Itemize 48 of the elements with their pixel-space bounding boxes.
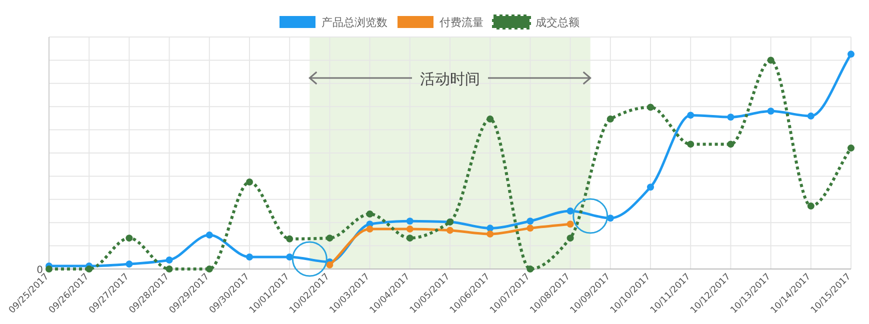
point [848, 144, 854, 152]
point [486, 230, 494, 238]
point [727, 140, 734, 148]
point [687, 112, 694, 119]
point [86, 266, 93, 272]
point [406, 226, 414, 233]
point [486, 224, 494, 232]
point [606, 116, 614, 123]
point [166, 256, 173, 264]
point [526, 218, 534, 225]
point [126, 260, 133, 268]
point [446, 226, 454, 234]
point [46, 266, 52, 272]
point [486, 116, 494, 123]
point [566, 234, 574, 242]
point [166, 266, 173, 272]
legend-label: 付费流量 [440, 16, 484, 29]
point [246, 253, 253, 260]
band-label: 活动时间 [420, 70, 480, 88]
legend-label: 产品总浏览数 [322, 16, 388, 29]
text: 0 [36, 265, 43, 276]
point [727, 114, 734, 121]
legend-label: 成交总额 [536, 16, 580, 29]
point [647, 184, 654, 191]
point [246, 178, 253, 186]
point [566, 208, 574, 214]
point [286, 253, 294, 260]
point [406, 234, 414, 242]
point [807, 202, 814, 210]
point [526, 266, 534, 272]
point [848, 50, 854, 58]
point [126, 234, 133, 242]
point [206, 232, 213, 239]
point [767, 108, 774, 115]
point [326, 261, 334, 268]
point [406, 218, 414, 225]
point [807, 112, 814, 120]
point [606, 214, 614, 222]
point [687, 140, 694, 148]
point [647, 104, 654, 111]
point [286, 235, 294, 242]
point [366, 210, 374, 218]
point [366, 226, 374, 233]
point [526, 224, 534, 232]
point [206, 266, 213, 272]
point [767, 56, 774, 64]
point [326, 234, 334, 242]
point [566, 220, 574, 228]
